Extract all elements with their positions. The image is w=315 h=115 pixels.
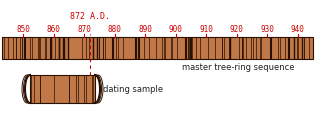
Bar: [2, 38, 313, 59]
Text: dating sample: dating sample: [103, 85, 163, 94]
Text: 870: 870: [77, 25, 91, 34]
Text: 920: 920: [230, 25, 244, 34]
Text: 880: 880: [108, 25, 122, 34]
Text: 890: 890: [138, 25, 152, 34]
Bar: [30, 75, 95, 103]
Text: 940: 940: [291, 25, 305, 34]
Text: 900: 900: [169, 25, 183, 34]
Text: 910: 910: [199, 25, 213, 34]
Bar: [30, 75, 95, 103]
Text: 860: 860: [47, 25, 61, 34]
Text: 850: 850: [16, 25, 30, 34]
Text: 930: 930: [260, 25, 274, 34]
Bar: [2, 38, 313, 59]
Text: 872 A.D.: 872 A.D.: [71, 12, 111, 21]
Text: master tree-ring sequence: master tree-ring sequence: [182, 62, 295, 71]
